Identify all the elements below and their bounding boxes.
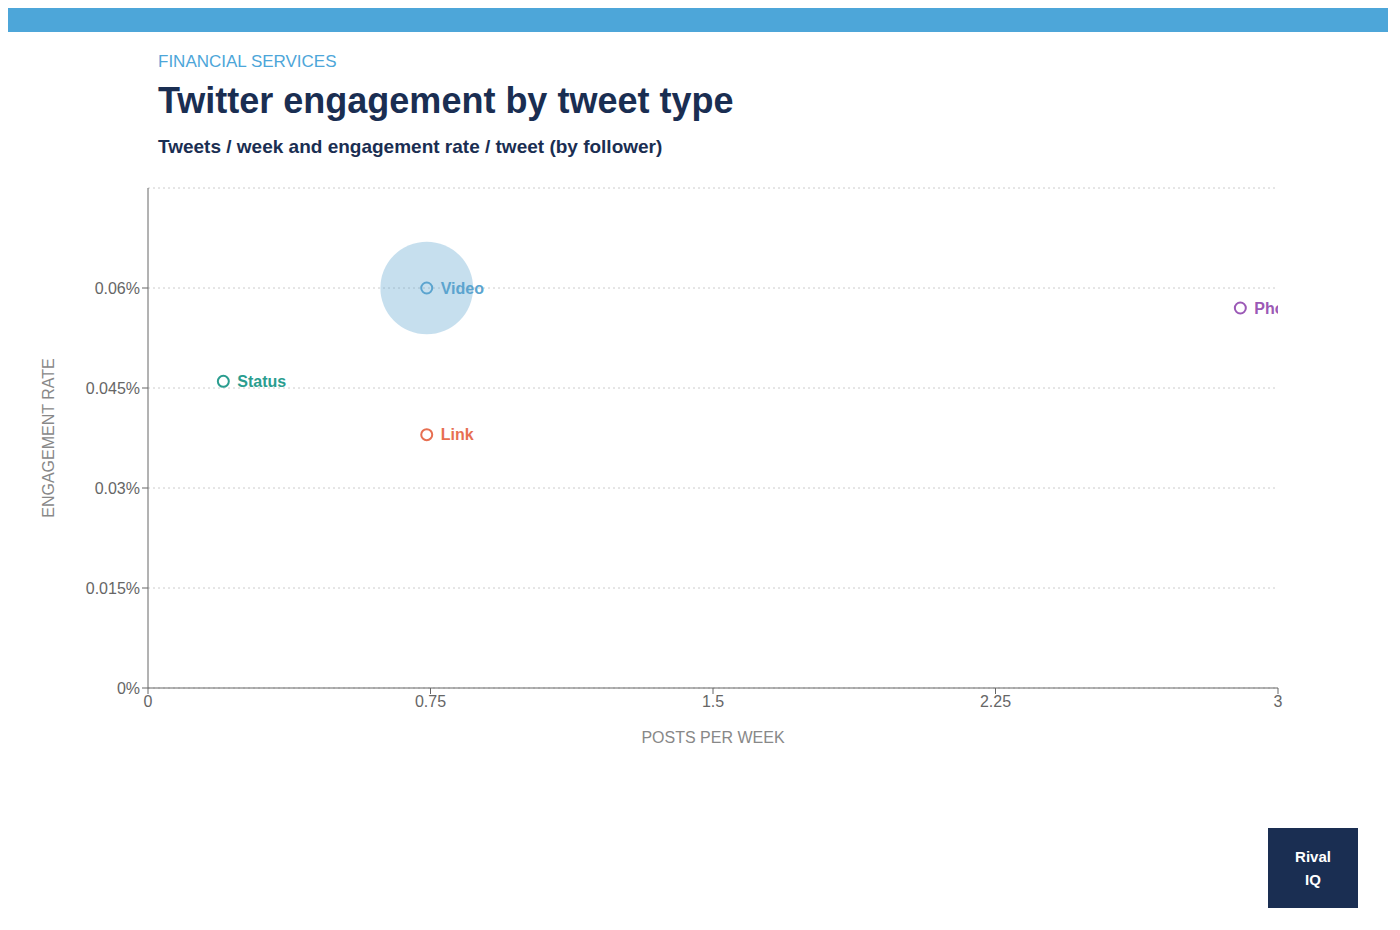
- svg-text:0.03%: 0.03%: [95, 480, 140, 497]
- svg-text:0.75: 0.75: [415, 693, 446, 710]
- html-text:IQ: IQ: [1305, 871, 1321, 888]
- html-text:Rival: Rival: [1295, 848, 1331, 865]
- svg-text:POSTS PER WEEK: POSTS PER WEEK: [641, 729, 784, 746]
- svg-text:0.015%: 0.015%: [86, 580, 140, 597]
- svg-text:0: 0: [144, 693, 153, 710]
- svg-text:2.25: 2.25: [980, 693, 1011, 710]
- svg-text:Photo: Photo: [1254, 300, 1278, 317]
- svg-text:1.5: 1.5: [702, 693, 724, 710]
- svg-text:0.06%: 0.06%: [95, 280, 140, 297]
- svg-text:Status: Status: [237, 373, 286, 390]
- html-text:Tweets / week and engagement r: Tweets / week and engagement rate / twee…: [158, 136, 663, 157]
- svg-text:0.045%: 0.045%: [86, 380, 140, 397]
- svg-text:Video: Video: [441, 280, 485, 297]
- svg-text:Link: Link: [441, 426, 474, 443]
- svg-text:3: 3: [1274, 693, 1283, 710]
- svg-text:0%: 0%: [117, 680, 140, 697]
- html-text:Twitter engagement by tweet ty: Twitter engagement by tweet type: [158, 80, 734, 121]
- html-text:FINANCIAL SERVICES: FINANCIAL SERVICES: [158, 52, 337, 71]
- svg-text:ENGAGEMENT RATE: ENGAGEMENT RATE: [40, 358, 57, 517]
